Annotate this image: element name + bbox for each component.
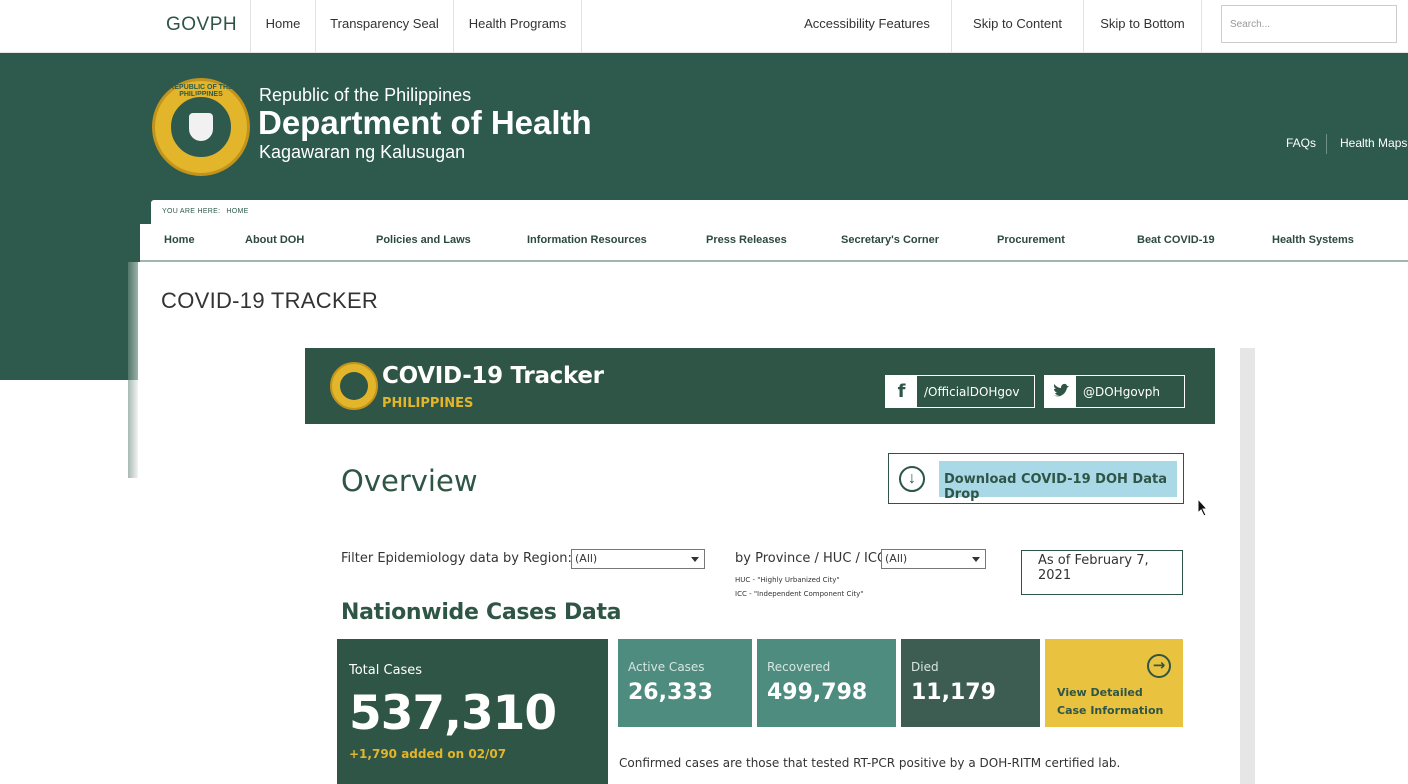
recovered-value: 499,798 (767, 680, 868, 705)
died-card: Died 11,179 (901, 639, 1040, 727)
note-icc: ICC - "Independent Component City" (735, 590, 864, 598)
active-cases-value: 26,333 (628, 680, 713, 705)
total-cases-card: Total Cases 537,310 +1,790 added on 02/0… (337, 639, 608, 784)
topnav-skip-content[interactable]: Skip to Content (951, 0, 1083, 52)
province-select-value: (All) (885, 552, 908, 565)
recovered-label: Recovered (767, 660, 831, 674)
content-shadow (128, 262, 138, 478)
header-department[interactable]: Department of Health (258, 104, 592, 141)
breadcrumb-prefix: YOU ARE HERE: (162, 208, 221, 215)
filter-province-label: by Province / HUC / ICC: (735, 551, 891, 566)
breadcrumb-home[interactable]: HOME (226, 208, 249, 215)
download-data-drop[interactable]: ↓ Download COVID-19 DOH Data Drop (888, 453, 1184, 504)
died-label: Died (911, 660, 939, 674)
total-cases-label: Total Cases (349, 663, 423, 678)
active-cases-label: Active Cases (628, 660, 705, 674)
view-detailed-line1: View Detailed (1057, 686, 1143, 699)
mainnav-secretarys-corner[interactable]: Secretary's Corner (841, 234, 940, 246)
note-huc: HUC - "Highly Urbanized City" (735, 576, 840, 584)
tracker-seal-inner (340, 372, 368, 400)
mainnav-press-releases[interactable]: Press Releases (706, 234, 787, 246)
filter-region-label: Filter Epidemiology data by Region: (341, 551, 572, 566)
mainnav-about-doh[interactable]: About DOH (245, 234, 305, 246)
as-of-date: As of February 7, 2021 (1021, 550, 1183, 595)
facebook-label: /OfficialDOHgov (924, 385, 1020, 399)
govph-topbar: GOVPH Home Transparency Seal Health Prog… (0, 0, 1408, 53)
topnav-skip-bottom[interactable]: Skip to Bottom (1083, 0, 1202, 52)
province-select[interactable]: (All) (881, 549, 986, 569)
header-link-faqs[interactable]: FAQs (1286, 136, 1317, 150)
tracker-title: COVID-19 Tracker (382, 363, 604, 389)
view-detailed-label: View Detailed Case Information (1057, 684, 1163, 720)
mainnav-procurement[interactable]: Procurement (997, 234, 1065, 246)
facebook-icon: f (886, 376, 917, 407)
twitter-icon (1045, 376, 1076, 407)
nationwide-title: Nationwide Cases Data (341, 600, 622, 625)
mainnav-beat-covid[interactable]: Beat COVID-19 (1137, 234, 1215, 246)
region-select[interactable]: (All) (571, 549, 705, 569)
header-link-divider (1326, 134, 1327, 154)
total-cases-value: 537,310 (349, 686, 557, 741)
confirmed-cases-note: Confirmed cases are those that tested RT… (619, 756, 1121, 770)
search-input[interactable]: Search... (1221, 5, 1397, 43)
govph-logo[interactable]: GOVPH (166, 14, 238, 35)
recovered-card: Recovered 499,798 (757, 639, 896, 727)
region-select-value: (All) (575, 552, 598, 565)
tracker-seal-logo (330, 362, 378, 410)
overview-heading: Overview (341, 464, 478, 498)
topnav-health-programs[interactable]: Health Programs (453, 0, 582, 52)
view-detailed-case-info-button[interactable]: → View Detailed Case Information (1045, 639, 1183, 727)
view-detailed-line2: Case Information (1057, 704, 1164, 717)
main-nav: Home About DOH Policies and Laws Informa… (140, 224, 1408, 262)
twitter-link[interactable]: @DOHgovph (1044, 375, 1185, 408)
breadcrumb: YOU ARE HERE: HOME (151, 200, 1408, 224)
doh-seal-logo[interactable]: REPUBLIC OF THE PHILIPPINES (152, 78, 250, 176)
total-cases-added: +1,790 added on 02/07 (349, 747, 507, 761)
header-filipino-name: Kagawaran ng Kalusugan (259, 142, 466, 162)
download-button[interactable]: Download COVID-19 DOH Data Drop (939, 461, 1177, 502)
topnav-home[interactable]: Home (250, 0, 315, 52)
page-title: COVID-19 TRACKER (161, 288, 379, 313)
header-country: Republic of the Philippines (259, 85, 472, 105)
mainnav-health-systems[interactable]: Health Systems (1272, 234, 1354, 246)
mainnav-home[interactable]: Home (164, 234, 195, 246)
chevron-down-icon (691, 557, 699, 562)
seal-ring-text: REPUBLIC OF THE PHILIPPINES (169, 84, 233, 98)
header-link-health-maps[interactable]: Health Maps (1340, 136, 1408, 150)
topnav-transparency-seal[interactable]: Transparency Seal (315, 0, 453, 52)
download-arrow-icon: ↓ (899, 466, 925, 492)
topnav-accessibility[interactable]: Accessibility Features (804, 16, 930, 31)
tracker-subtitle: PHILIPPINES (382, 396, 474, 411)
arrow-right-circle-icon: → (1147, 654, 1171, 678)
mainnav-information-resources[interactable]: Information Resources (527, 234, 647, 246)
mainnav-policies-laws[interactable]: Policies and Laws (376, 234, 471, 246)
facebook-link[interactable]: f /OfficialDOHgov (885, 375, 1035, 408)
chevron-down-icon (972, 557, 980, 562)
died-value: 11,179 (911, 680, 996, 705)
embed-scrollbar[interactable] (1240, 348, 1255, 784)
seal-inner (169, 95, 233, 159)
twitter-label: @DOHgovph (1083, 385, 1160, 399)
seal-shield-icon (189, 113, 213, 141)
active-cases-card: Active Cases 26,333 (618, 639, 752, 727)
